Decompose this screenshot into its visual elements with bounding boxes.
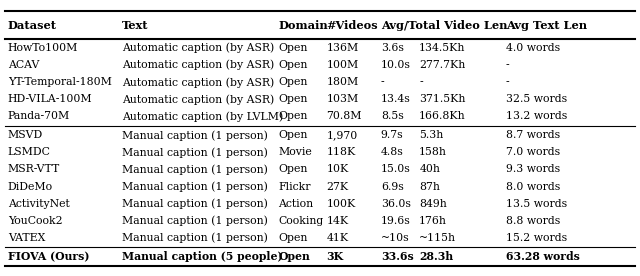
- Text: 158h: 158h: [419, 147, 447, 157]
- Text: Manual caption (1 person): Manual caption (1 person): [122, 181, 268, 192]
- Text: 4.8s: 4.8s: [381, 147, 404, 157]
- Text: 118K: 118K: [326, 147, 356, 157]
- Text: 36.0s: 36.0s: [381, 199, 411, 209]
- Text: 3.6s: 3.6s: [381, 43, 404, 53]
- Text: Open: Open: [278, 233, 308, 243]
- Text: 7.0 words: 7.0 words: [506, 147, 560, 157]
- Text: HowTo100M: HowTo100M: [8, 43, 78, 53]
- Text: 277.7Kh: 277.7Kh: [419, 60, 465, 70]
- Text: 41K: 41K: [326, 233, 349, 243]
- Text: 849h: 849h: [419, 199, 447, 209]
- Text: -: -: [506, 77, 509, 87]
- Text: Open: Open: [278, 130, 308, 140]
- Text: 103M: 103M: [326, 94, 358, 104]
- Text: 28.3h: 28.3h: [419, 251, 453, 262]
- Text: 8.5s: 8.5s: [381, 112, 404, 121]
- Text: 9.7s: 9.7s: [381, 130, 403, 140]
- Text: 15.2 words: 15.2 words: [506, 233, 567, 243]
- Text: 10.0s: 10.0s: [381, 60, 411, 70]
- Text: 13.2 words: 13.2 words: [506, 112, 567, 121]
- Text: Open: Open: [278, 43, 308, 53]
- Text: 19.6s: 19.6s: [381, 216, 410, 226]
- Text: 13.5 words: 13.5 words: [506, 199, 567, 209]
- Text: Manual caption (1 person): Manual caption (1 person): [122, 216, 268, 226]
- Text: 87h: 87h: [419, 182, 440, 192]
- Text: Manual caption (1 person): Manual caption (1 person): [122, 233, 268, 243]
- Text: Dataset: Dataset: [8, 20, 57, 31]
- Text: Domain: Domain: [278, 20, 328, 31]
- Text: 180M: 180M: [326, 77, 358, 87]
- Text: LSMDC: LSMDC: [8, 147, 51, 157]
- Text: 10K: 10K: [326, 164, 349, 174]
- Text: YT-Temporal-180M: YT-Temporal-180M: [8, 77, 111, 87]
- Text: 5.3h: 5.3h: [419, 130, 444, 140]
- Text: Movie: Movie: [278, 147, 312, 157]
- Text: 3K: 3K: [326, 251, 344, 262]
- Text: Open: Open: [278, 112, 308, 121]
- Text: ACAV: ACAV: [8, 60, 39, 70]
- Text: Text: Text: [122, 20, 148, 31]
- Text: 4.0 words: 4.0 words: [506, 43, 560, 53]
- Text: VATEX: VATEX: [8, 233, 45, 243]
- Text: Avg/Total Video Len: Avg/Total Video Len: [381, 20, 508, 31]
- Text: MSR-VTT: MSR-VTT: [8, 164, 60, 174]
- Text: 63.28 words: 63.28 words: [506, 251, 579, 262]
- Text: HD-VILA-100M: HD-VILA-100M: [8, 94, 92, 104]
- Text: Manual caption (1 person): Manual caption (1 person): [122, 164, 268, 175]
- Text: Manual caption (1 person): Manual caption (1 person): [122, 198, 268, 209]
- Text: Automatic caption (by ASR): Automatic caption (by ASR): [122, 60, 274, 70]
- Text: Automatic caption (by ASR): Automatic caption (by ASR): [122, 77, 274, 87]
- Text: -: -: [419, 77, 423, 87]
- Text: 1,970: 1,970: [326, 130, 358, 140]
- Text: -: -: [381, 77, 385, 87]
- Text: 166.8Kh: 166.8Kh: [419, 112, 466, 121]
- Text: Open: Open: [278, 251, 310, 262]
- Text: Manual caption (5 people): Manual caption (5 people): [122, 251, 282, 262]
- Text: Cooking: Cooking: [278, 216, 324, 226]
- Text: FIOVA (Ours): FIOVA (Ours): [8, 251, 89, 262]
- Text: Manual caption (1 person): Manual caption (1 person): [122, 130, 268, 140]
- Text: MSVD: MSVD: [8, 130, 43, 140]
- Text: ActivityNet: ActivityNet: [8, 199, 69, 209]
- Text: Open: Open: [278, 94, 308, 104]
- Text: Open: Open: [278, 77, 308, 87]
- Text: 8.8 words: 8.8 words: [506, 216, 560, 226]
- Text: 100K: 100K: [326, 199, 356, 209]
- Text: Automatic caption (by ASR): Automatic caption (by ASR): [122, 43, 274, 53]
- Text: Action: Action: [278, 199, 314, 209]
- Text: Avg Text Len: Avg Text Len: [506, 20, 587, 31]
- Text: 13.4s: 13.4s: [381, 94, 410, 104]
- Text: #Videos: #Videos: [326, 20, 378, 31]
- Text: 15.0s: 15.0s: [381, 164, 410, 174]
- Text: -: -: [506, 60, 509, 70]
- Text: 134.5Kh: 134.5Kh: [419, 43, 465, 53]
- Text: Flickr: Flickr: [278, 182, 311, 192]
- Text: Manual caption (1 person): Manual caption (1 person): [122, 147, 268, 158]
- Text: Panda-70M: Panda-70M: [8, 112, 70, 121]
- Text: 9.3 words: 9.3 words: [506, 164, 560, 174]
- Text: 8.7 words: 8.7 words: [506, 130, 560, 140]
- Text: 136M: 136M: [326, 43, 358, 53]
- Text: 14K: 14K: [326, 216, 349, 226]
- Text: Automatic caption (by LVLM): Automatic caption (by LVLM): [122, 111, 283, 122]
- Text: 8.0 words: 8.0 words: [506, 182, 560, 192]
- Text: 33.6s: 33.6s: [381, 251, 413, 262]
- Text: ~10s: ~10s: [381, 233, 410, 243]
- Text: Open: Open: [278, 60, 308, 70]
- Text: 6.9s: 6.9s: [381, 182, 404, 192]
- Text: YouCook2: YouCook2: [8, 216, 62, 226]
- Text: 176h: 176h: [419, 216, 447, 226]
- Text: 27K: 27K: [326, 182, 349, 192]
- Text: 70.8M: 70.8M: [326, 112, 362, 121]
- Text: 32.5 words: 32.5 words: [506, 94, 567, 104]
- Text: ~115h: ~115h: [419, 233, 456, 243]
- Text: 40h: 40h: [419, 164, 440, 174]
- Text: 100M: 100M: [326, 60, 358, 70]
- Text: Open: Open: [278, 164, 308, 174]
- Text: DiDeMo: DiDeMo: [8, 182, 53, 192]
- Text: 371.5Kh: 371.5Kh: [419, 94, 465, 104]
- Text: Automatic caption (by ASR): Automatic caption (by ASR): [122, 94, 274, 105]
